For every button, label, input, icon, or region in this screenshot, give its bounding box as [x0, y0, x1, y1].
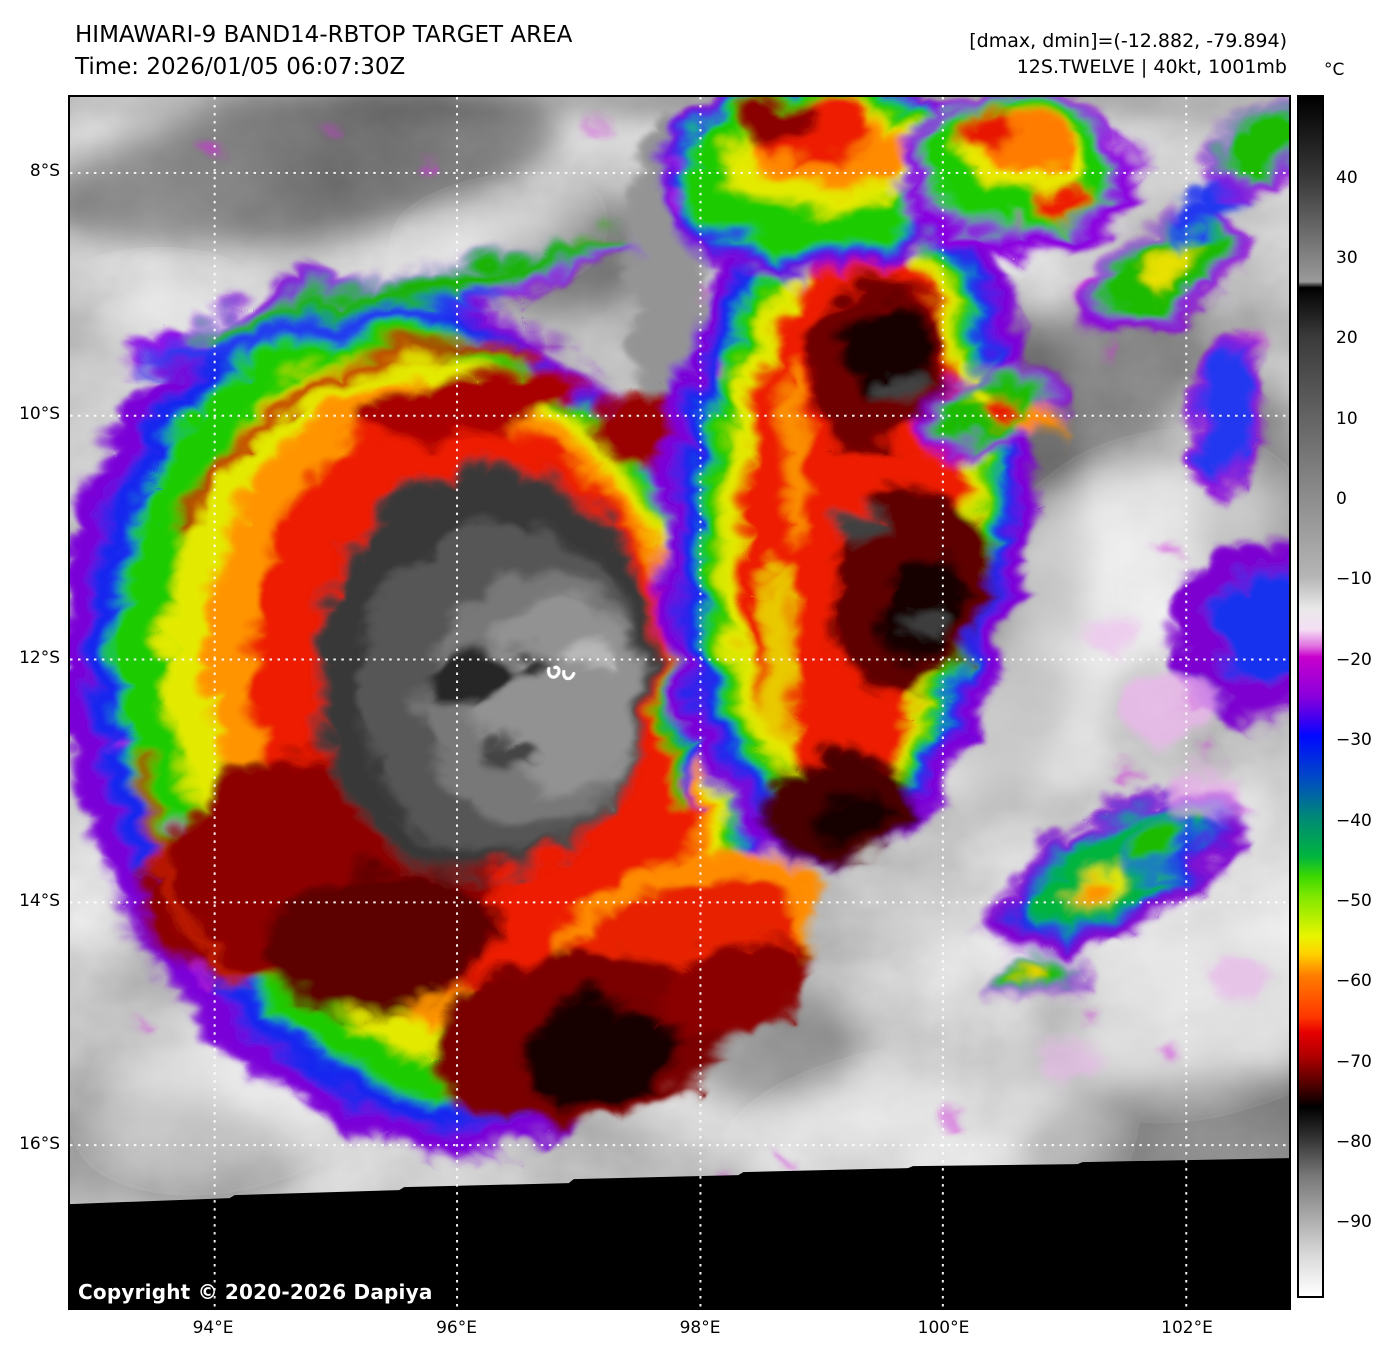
colorbar-tick-label: 20	[1336, 328, 1358, 348]
copyright-label: Copyright © 2020-2026 Dapiya	[78, 1280, 433, 1304]
lat-tick-label: 16°S	[19, 1134, 60, 1154]
lat-tick-label: 8°S	[29, 161, 60, 181]
satellite-map: Copyright © 2020-2026 Dapiya	[68, 95, 1291, 1310]
lat-tick-label: 10°S	[19, 404, 60, 424]
lon-tick-label: 96°E	[436, 1318, 477, 1338]
figure-title: HIMAWARI-9 BAND14-RBTOP TARGET AREA	[75, 22, 573, 48]
colorbar-tick-label: 30	[1336, 248, 1358, 268]
colorbar-tick-label: 0	[1336, 489, 1347, 509]
colorbar-tick-label: 10	[1336, 409, 1358, 429]
lat-tick-label: 14°S	[19, 891, 60, 911]
lon-tick-label: 98°E	[679, 1318, 721, 1338]
magenta-speckles	[100, 111, 1253, 1180]
header-annotations: [dmax, dmin]=(-12.882, -79.894) 12S.TWEL…	[969, 28, 1287, 80]
graticule	[70, 97, 1289, 1308]
colorbar-tick-label: −10	[1336, 569, 1372, 589]
colorbar-tick-label: −50	[1336, 891, 1372, 911]
colorbar	[1297, 95, 1324, 1298]
colorbar-tick-label: 40	[1336, 168, 1358, 188]
colorbar-tick-label: −40	[1336, 811, 1372, 831]
no-data-wedge	[70, 1158, 1289, 1308]
lat-tick-label: 12°S	[19, 648, 60, 668]
lon-tick-label: 102°E	[1161, 1318, 1213, 1338]
colorbar-tick-label: −60	[1336, 971, 1372, 991]
lon-tick-label: 100°E	[917, 1318, 970, 1338]
figure-timestamp: Time: 2026/01/05 06:07:30Z	[75, 54, 406, 80]
storm-center-marker-icon	[546, 665, 576, 681]
colorbar-tick-label: −80	[1336, 1132, 1372, 1152]
colorbar-tick-label: −90	[1336, 1212, 1372, 1232]
colorbar-tick-label: −30	[1336, 730, 1372, 750]
colorbar-unit-label: °C	[1324, 60, 1345, 80]
enhanced-convection	[70, 97, 1289, 1180]
colorbar-tick-label: −20	[1336, 650, 1372, 670]
colorbar-tick-label: −70	[1336, 1052, 1372, 1072]
storm-info: 12S.TWELVE | 40kt, 1001mb	[1016, 56, 1287, 78]
lon-tick-label: 94°E	[192, 1318, 234, 1338]
dmax-dmin-readout: [dmax, dmin]=(-12.882, -79.894)	[969, 30, 1287, 52]
satellite-image	[70, 97, 1289, 1308]
